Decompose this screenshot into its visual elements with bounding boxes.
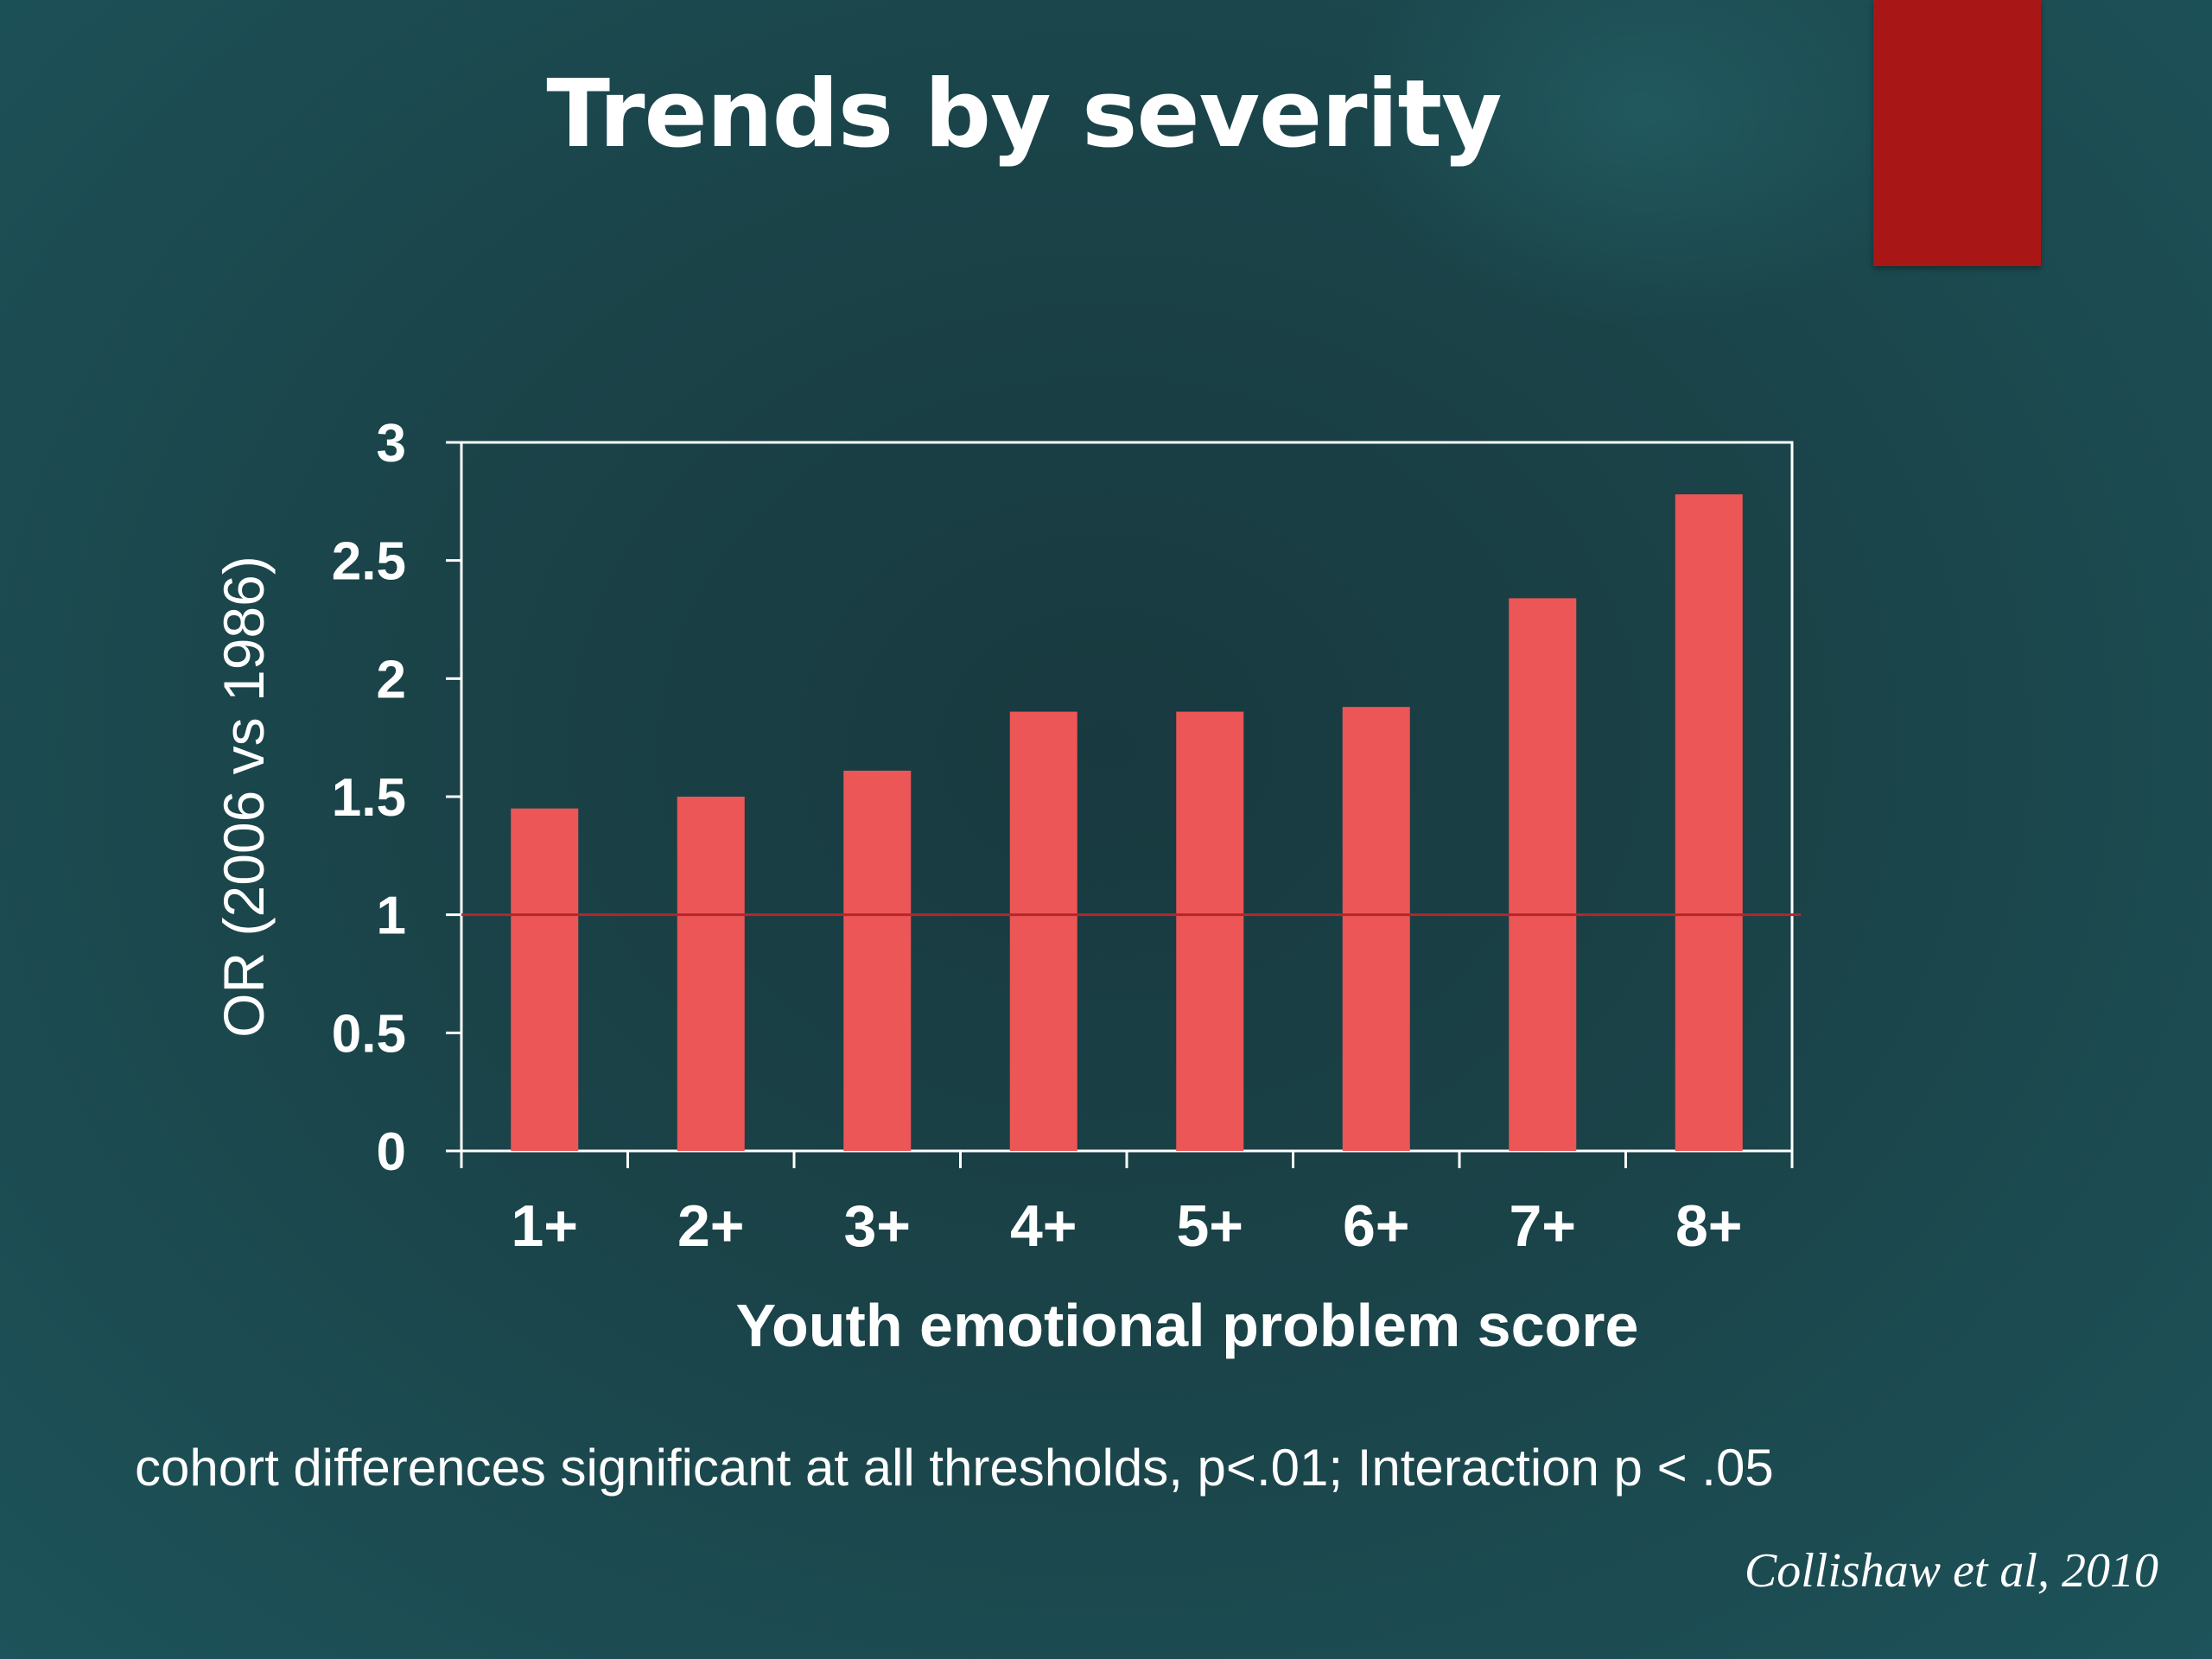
plot-frame (460, 441, 1794, 1153)
y-tick-label: 1 (377, 887, 406, 946)
bar-5+ (1176, 711, 1244, 1151)
bar-4+ (1009, 711, 1077, 1151)
bar-7+ (1509, 598, 1577, 1151)
x-tick-label: 3+ (843, 1193, 911, 1259)
bar-3+ (843, 770, 912, 1151)
x-tick-label: 6+ (1343, 1193, 1410, 1259)
slide-title: Trends by severity (546, 60, 1502, 168)
y-ticks: 0 0.5 1 1.5 2 2.5 3 (332, 414, 461, 1182)
y-tick-label: 2.5 (332, 532, 406, 592)
bar-8+ (1675, 494, 1743, 1151)
x-tick-label: 2+ (677, 1193, 745, 1259)
y-tick-label: 3 (377, 414, 406, 474)
x-tick-label: 1+ (511, 1193, 578, 1259)
x-tick-label: 4+ (1010, 1193, 1077, 1259)
accent-bar (1873, 0, 2041, 266)
footnote: cohort differences significant at all th… (135, 1439, 1774, 1497)
y-tick-label: 0.5 (332, 1004, 406, 1064)
y-axis-label: OR (2006 vs 1986) (212, 556, 276, 1038)
y-tick-label: 1.5 (332, 768, 406, 828)
bar-1+ (511, 808, 579, 1151)
bars (511, 494, 1743, 1151)
y-tick-label: 0 (377, 1122, 406, 1182)
x-tick-label: 5+ (1176, 1193, 1243, 1259)
x-tick-label: 8+ (1675, 1193, 1743, 1259)
x-axis-label: Youth emotional problem score (736, 1292, 1639, 1359)
citation: Collishaw et al, 2010 (1744, 1544, 2158, 1598)
y-tick-label: 2 (377, 650, 406, 709)
bar-6+ (1342, 707, 1410, 1151)
bar-2+ (677, 797, 745, 1151)
x-tick-label: 7+ (1509, 1193, 1576, 1259)
plot-frame-rect (460, 441, 1794, 1153)
x-ticks: 1+ 2+ 3+ 4+ 5+ 6+ 7+ 8+ (460, 1151, 1794, 1259)
